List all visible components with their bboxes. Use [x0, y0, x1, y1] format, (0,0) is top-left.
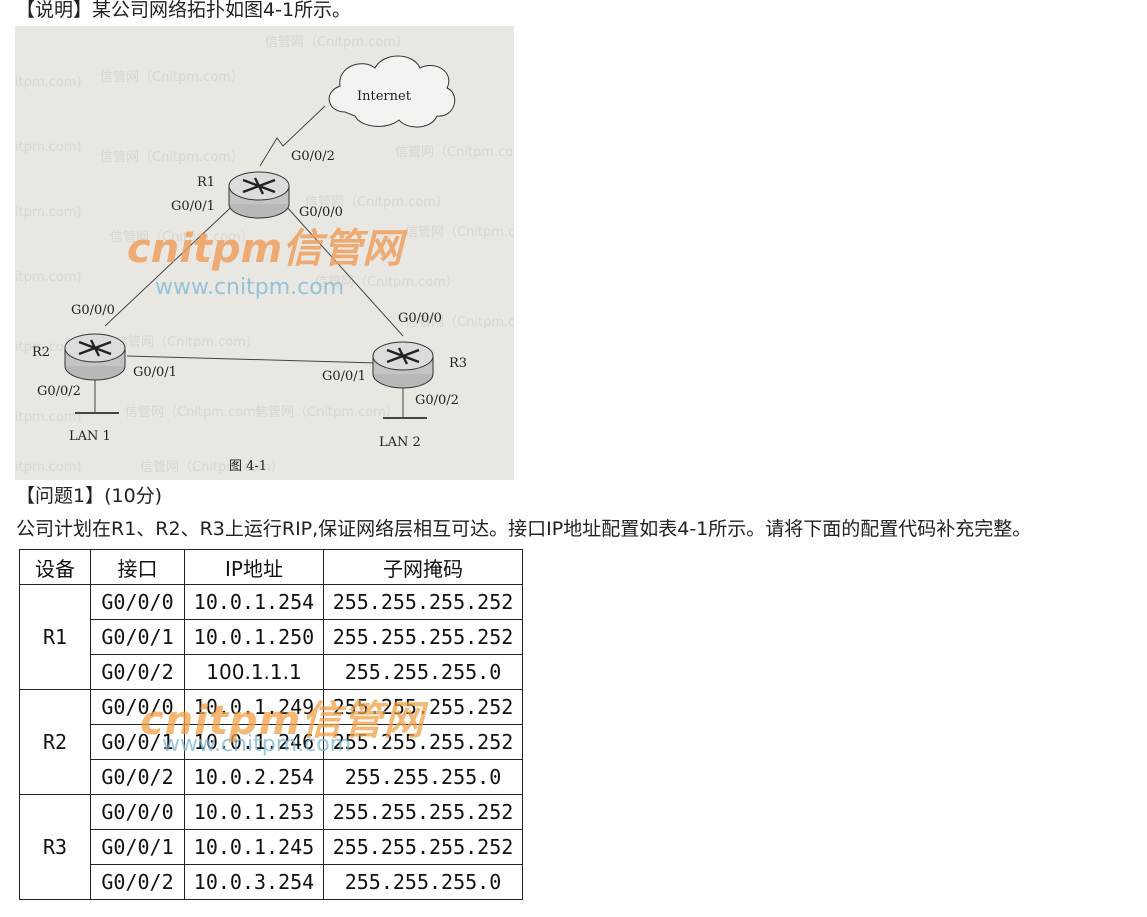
intro-text: 【说明】某公司网络拓扑如图4-1所示。: [16, 0, 352, 21]
table-row: G0/0/1 10.0.1.246 255.255.255.252: [20, 724, 523, 760]
svg-text:信管网（Cnitpm.com）: 信管网（Cnitpm.com）: [115, 335, 259, 350]
question-title: 【问题1】(10分): [16, 485, 163, 507]
mask-cell: 255.255.255.252: [323, 689, 523, 725]
router-r3: [372, 341, 434, 389]
table-row: G0/0/2 100.1.1.1 255.255.255.0: [20, 654, 523, 690]
svg-text:信管网（Cnitpm.com）: 信管网（Cnitpm.com）: [100, 70, 244, 85]
r1-port-g000: G0/0/0: [299, 205, 343, 220]
mask-cell: 255.255.255.0: [323, 654, 523, 690]
ip-cell: 100.1.1.1: [184, 654, 324, 690]
svg-text:信管网（Cnitpm.com）: 信管网（Cnitpm.com）: [110, 230, 254, 245]
ip-cell: 10.0.1.254: [184, 584, 324, 620]
header-ip: IP地址: [184, 549, 324, 585]
table-header-row: 设备 接口 IP地址 子网掩码: [19, 549, 523, 585]
device-cell: R1: [19, 584, 91, 690]
question-text: 公司计划在R1、R2、R3上运行RIP,保证网络层相互可达。接口IP地址配置如表…: [16, 518, 1032, 540]
figure-url-watermark: www.cnitpm.com: [155, 275, 344, 300]
header-device: 设备: [19, 549, 91, 585]
lan1-label: LAN 1: [69, 429, 111, 444]
network-links: [75, 105, 427, 419]
iface-cell: G0/0/2: [90, 654, 185, 690]
svg-text:itpm.com): itpm.com): [15, 205, 82, 220]
mask-cell: 255.255.255.252: [323, 619, 523, 655]
svg-text:信管网（Cnitpm.c: 信管网（Cnitpm.c: [405, 315, 514, 330]
svg-text:信管网（Cnitpm.com）: 信管网（Cnitpm.com）: [125, 405, 269, 420]
table-row: R2 G0/0/0 10.0.1.249 255.255.255.252: [19, 689, 523, 795]
router-r2: [64, 333, 126, 381]
mask-cell: 255.255.255.0: [323, 759, 523, 795]
figure-caption: 图 4-1: [229, 459, 267, 474]
link-r1-r2: [104, 195, 244, 327]
iface-cell: G0/0/2: [90, 759, 185, 795]
r2-port-g000: G0/0/0: [71, 303, 115, 318]
table-row: R1 G0/0/0 10.0.1.254 255.255.255.252: [19, 584, 523, 690]
svg-text:itpm.com): itpm.com): [15, 140, 82, 155]
svg-text:信管网（Cnitpm.com）: 信管网（Cnitpm.com）: [140, 460, 284, 475]
r3-port-g000: G0/0/0: [398, 311, 442, 326]
svg-text:信管网（Cnitpm.com: 信管网（Cnitpm.com: [395, 145, 514, 160]
iface-cell: G0/0/0: [90, 584, 185, 620]
svg-text:itpm.com): itpm.com): [15, 460, 82, 475]
iface-cell: G0/0/1: [90, 829, 185, 865]
r1-port-g002: G0/0/2: [291, 149, 335, 164]
iface-cell: G0/0/1: [90, 619, 185, 655]
mask-cell: 255.255.255.252: [323, 724, 523, 760]
iface-cell: G0/0/0: [90, 794, 185, 830]
mask-cell: 255.255.255.252: [323, 829, 523, 865]
ip-cell: 10.0.1.245: [184, 829, 324, 865]
r2-port-g001: G0/0/1: [133, 365, 177, 380]
svg-text:信管网（Cnitpm.c: 信管网（Cnitpm.c: [405, 225, 514, 240]
internet-cloud: Internet: [328, 55, 456, 128]
table-row: R3 G0/0/0 10.0.1.253 255.255.255.252: [19, 794, 523, 900]
device-cell: R3: [19, 794, 91, 900]
figure-watermarks: itpm.com) itpm.com) itpm.com) itpm.com) …: [15, 35, 514, 475]
r1-name: R1: [197, 175, 215, 190]
mask-cell: 255.255.255.0: [323, 864, 523, 900]
r3-name: R3: [449, 356, 467, 371]
ip-cell: 10.0.1.246: [184, 724, 324, 760]
router-arrows-icon: [78, 339, 112, 357]
r1-port-g001: G0/0/1: [171, 199, 215, 214]
svg-text:itpm.com): itpm.com): [15, 75, 82, 90]
svg-text:信管网（Cnitpm.com）: 信管网（Cnitpm.com）: [265, 35, 409, 50]
header-mask: 子网掩码: [323, 549, 523, 585]
svg-text:信管网（Cnitpm.com）: 信管网（Cnitpm.com）: [305, 195, 449, 210]
mask-cell: 255.255.255.252: [323, 584, 523, 620]
r3-port-g001: G0/0/1: [322, 369, 366, 384]
r2-port-g002: G0/0/2: [37, 384, 81, 399]
router-arrows-icon: [242, 177, 276, 195]
iface-cell: G0/0/2: [90, 864, 185, 900]
link-r2-r3: [126, 355, 378, 364]
router-arrows-icon: [386, 347, 420, 365]
header-interface: 接口: [90, 549, 185, 585]
link-r1-r3: [276, 195, 404, 337]
figure-brand-watermark: cnitpm信管网: [127, 226, 408, 272]
svg-text:itpm.com): itpm.com): [15, 270, 82, 285]
internet-label: Internet: [357, 89, 412, 104]
table-row: G0/0/1 10.0.1.245 255.255.255.252: [20, 829, 523, 865]
mask-cell: 255.255.255.252: [323, 794, 523, 830]
table-row: G0/0/1 10.0.1.250 255.255.255.252: [20, 619, 523, 655]
r3-port-g002: G0/0/2: [415, 393, 459, 408]
iface-cell: G0/0/1: [90, 724, 185, 760]
table-row: G0/0/2 10.0.2.254 255.255.255.0: [20, 759, 523, 795]
ip-cell: 10.0.1.249: [184, 689, 324, 725]
svg-text:itpm.com): itpm.com): [15, 410, 82, 425]
link-r1-internet: [259, 105, 326, 167]
router-r1: [228, 171, 290, 219]
interface-config-table: 设备 接口 IP地址 子网掩码 R1 G0/0/0 10.0.1.254 255…: [19, 549, 523, 900]
table-row: G0/0/2 10.0.3.254 255.255.255.0: [20, 864, 523, 900]
device-cell: R2: [19, 689, 91, 795]
iface-cell: G0/0/0: [90, 689, 185, 725]
network-topology-figure: itpm.com) itpm.com) itpm.com) itpm.com) …: [15, 26, 514, 480]
ip-cell: 10.0.3.254: [184, 864, 324, 900]
ip-cell: 10.0.1.253: [184, 794, 324, 830]
ip-cell: 10.0.1.250: [184, 619, 324, 655]
svg-text:信管网（Cnitpm.com）: 信管网（Cnitpm.com）: [255, 405, 399, 420]
lan2-label: LAN 2: [379, 435, 421, 450]
ip-cell: 10.0.2.254: [184, 759, 324, 795]
svg-text:信管网（Cnitpm.com）: 信管网（Cnitpm.com）: [100, 150, 244, 165]
r2-name: R2: [32, 345, 50, 360]
